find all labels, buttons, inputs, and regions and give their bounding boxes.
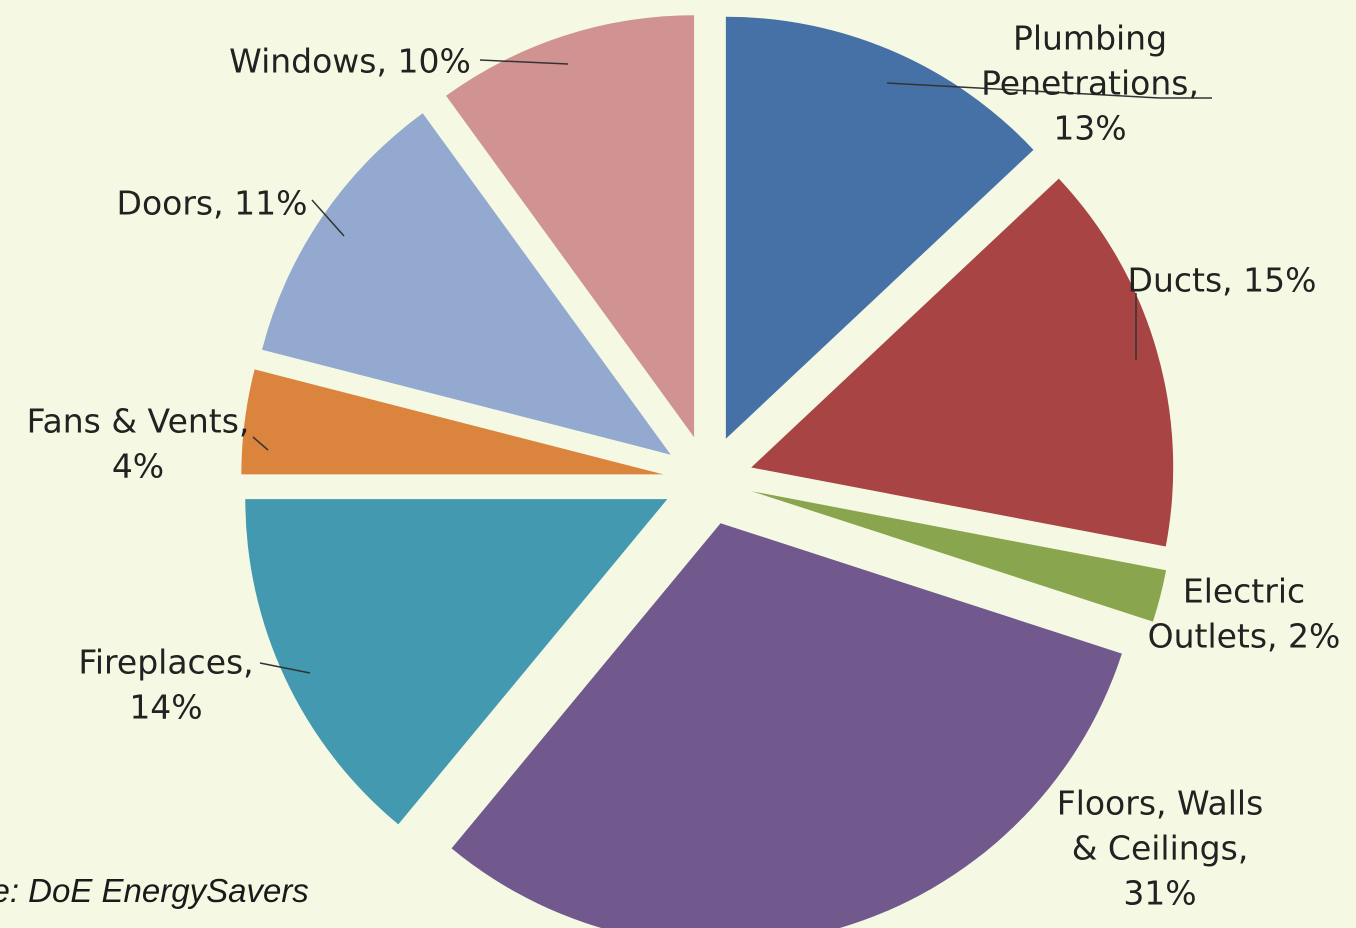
slice-label-line: Doors, 11%	[117, 184, 308, 223]
pie-slice-fans-vents	[241, 369, 664, 475]
slice-label-floors-walls-ceilings: Floors, Walls & Ceilings, 31%	[1057, 784, 1264, 913]
slice-label-line: 13%	[1053, 108, 1126, 147]
slice-label-line: Ducts, 15%	[1128, 261, 1317, 300]
slice-label-line: Penetrations,	[981, 63, 1199, 102]
slice-label-line: & Ceilings,	[1072, 828, 1249, 867]
slice-label-line: Outlets, 2%	[1148, 616, 1341, 655]
leader-lines-layer	[252, 59, 1212, 674]
pie-slice-doors	[262, 113, 671, 455]
labels-layer: Plumbing Penetrations, 13% Ducts, 15% Electr…	[27, 19, 1341, 913]
slice-label-windows: Windows, 10%	[229, 42, 471, 81]
leader-line-fireplaces	[259, 662, 311, 674]
slice-label-fireplaces: Fireplaces, 14%	[78, 643, 253, 727]
pie-slice-ducts	[751, 178, 1174, 547]
slice-label-electric-outlets: Electric Outlets, 2%	[1148, 572, 1341, 656]
slice-label-line: Windows, 10%	[229, 42, 471, 81]
pie-slice-fireplaces	[245, 499, 668, 825]
source-note: rce: DoE EnergySavers	[0, 872, 309, 909]
slice-label-line: 31%	[1123, 873, 1196, 912]
slice-label-line: Fireplaces,	[78, 643, 253, 682]
slice-label-line: Fans & Vents,	[27, 402, 250, 441]
slice-label-ducts: Ducts, 15%	[1128, 261, 1317, 300]
slice-label-plumbing-penetrations: Plumbing Penetrations, 13%	[981, 19, 1199, 148]
pie-slice-plumbing-penetrations	[725, 16, 1034, 439]
slice-label-line: Electric	[1183, 572, 1305, 611]
slice-label-line: Floors, Walls	[1057, 784, 1264, 823]
leader-line-plumbing-penetrations	[886, 82, 1212, 99]
slice-label-line: 4%	[112, 446, 164, 485]
leader-line-fans-vents	[252, 436, 269, 451]
leader-line-doors	[311, 199, 345, 237]
slice-label-doors: Doors, 11%	[117, 184, 308, 223]
pie-slice-floors-walls-ceilings	[451, 523, 1122, 928]
slice-label-fans-vents: Fans & Vents, 4%	[27, 402, 250, 486]
pie-slice-electric-outlets	[751, 491, 1167, 622]
pie-slice-windows	[446, 15, 695, 438]
slice-label-line: Plumbing	[1013, 19, 1167, 58]
leader-line-windows	[479, 59, 569, 65]
slices-layer	[241, 15, 1174, 928]
slice-label-line: 14%	[129, 687, 202, 726]
